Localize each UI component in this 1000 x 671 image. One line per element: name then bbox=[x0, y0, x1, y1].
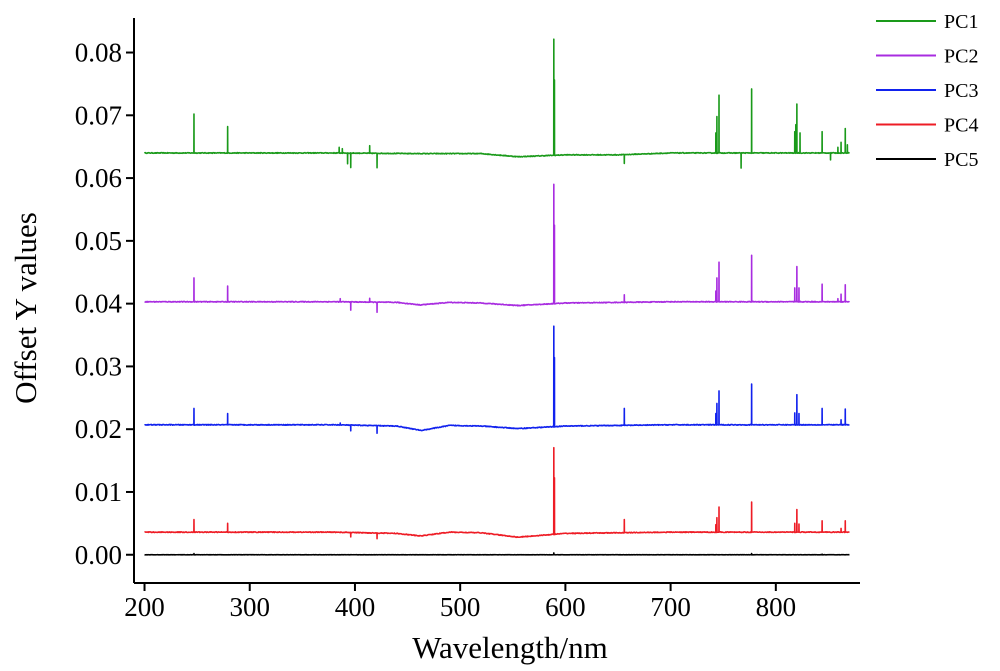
y-tick-label: 0.08 bbox=[75, 38, 122, 68]
y-tick-label: 0.01 bbox=[75, 477, 122, 507]
plot-lines bbox=[143, 38, 850, 556]
x-tick-label: 800 bbox=[756, 592, 797, 622]
legend-label-pc2: PC2 bbox=[944, 46, 978, 68]
y-tick-label: 0.03 bbox=[75, 351, 122, 381]
series-line-pc1 bbox=[143, 38, 850, 169]
y-axis-title: Offset Y values bbox=[8, 212, 43, 404]
y-ticks: 0.00 0.01 0.02 0.03 0.04 0.05 0.06 0.07 0.08 bbox=[75, 38, 134, 570]
legend-label-pc1: PC1 bbox=[944, 11, 978, 33]
y-tick-label: 0.05 bbox=[75, 226, 122, 256]
legend-label-pc3: PC3 bbox=[944, 80, 978, 102]
y-tick-label: 0.02 bbox=[75, 414, 122, 444]
series-line-pc5 bbox=[144, 552, 850, 556]
legend-label-pc5: PC5 bbox=[944, 149, 978, 171]
x-ticks: 200 300 400 500 600 700 800 bbox=[124, 583, 796, 622]
axes bbox=[133, 18, 860, 584]
legend-label-pc4: PC4 bbox=[944, 115, 978, 137]
series-line-pc2 bbox=[144, 183, 850, 314]
y-tick-label: 0.06 bbox=[75, 163, 122, 193]
x-tick-label: 600 bbox=[545, 592, 586, 622]
x-tick-label: 400 bbox=[335, 592, 376, 622]
x-tick-label: 700 bbox=[650, 592, 691, 622]
legend: PC1 PC2 PC3 PC4 PC5 bbox=[876, 11, 978, 171]
x-tick-label: 500 bbox=[440, 592, 481, 622]
series-line-pc3 bbox=[144, 325, 850, 434]
y-tick-label: 0.00 bbox=[75, 540, 122, 570]
y-tick-label: 0.04 bbox=[75, 289, 123, 319]
x-axis-title: Wavelength/nm bbox=[412, 630, 608, 665]
y-tick-label: 0.07 bbox=[75, 100, 122, 130]
series-line-pc4 bbox=[144, 446, 850, 540]
x-tick-label: 300 bbox=[229, 592, 270, 622]
x-tick-label: 200 bbox=[124, 592, 165, 622]
